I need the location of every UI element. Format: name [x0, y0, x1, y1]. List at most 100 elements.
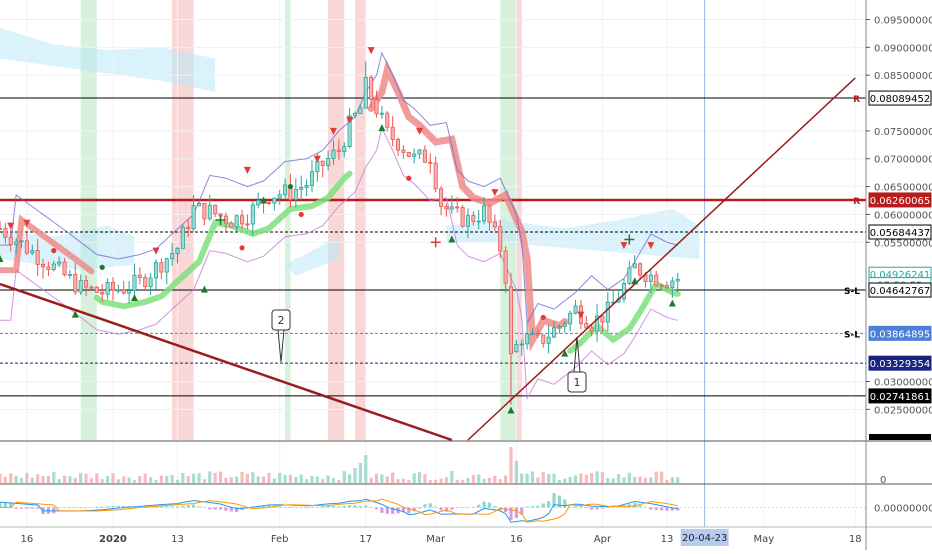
- candle-body-71: [379, 112, 384, 115]
- signal-down-17: [346, 116, 354, 124]
- level-label-box-5: [868, 282, 932, 298]
- candle-body-69: [369, 76, 374, 101]
- volume-bar-102: [547, 474, 551, 483]
- volume-bar-60: [321, 479, 325, 483]
- volume-axis-label: 0: [880, 475, 886, 486]
- macd-hist-108: [579, 506, 583, 508]
- candle-body-80: [428, 161, 433, 164]
- candle-body-126: [675, 278, 680, 282]
- macd-hist-119: [638, 505, 642, 508]
- volume-bar-80: [428, 479, 432, 483]
- candle-body-48: [256, 200, 261, 206]
- volume-bar-75: [401, 478, 406, 483]
- signal-down-0: [7, 222, 15, 230]
- volume-bar-13: [68, 476, 72, 483]
- macd-hist-45: [240, 507, 244, 511]
- candle-body-15: [78, 280, 83, 293]
- macd-hist-65: [348, 505, 352, 508]
- candle-body-60: [320, 160, 325, 166]
- signal-up-8: [200, 285, 208, 293]
- time-tick-label-0: 16: [21, 534, 34, 545]
- candle-body-29: [153, 262, 159, 279]
- candle-body-31: [164, 258, 169, 273]
- volume-bar-10: [52, 472, 56, 483]
- callout-2-pointer-b: [280, 329, 285, 363]
- volume-bar-36: [192, 473, 196, 483]
- volume-bar-16: [84, 473, 88, 483]
- candle-body-81: [433, 162, 438, 190]
- candle-body-56: [299, 186, 304, 190]
- candle-body-109: [584, 323, 589, 329]
- macd-hist-86: [460, 507, 465, 508]
- volume-bar-58: [310, 475, 314, 483]
- candle-body-19: [100, 291, 105, 295]
- candle-body-101: [541, 334, 546, 344]
- candle-body-72: [385, 112, 390, 128]
- volume-bar-41: [218, 471, 223, 483]
- candle-body-14: [73, 273, 78, 293]
- volume-bar-99: [530, 471, 535, 483]
- volume-bar-46: [245, 473, 250, 483]
- volume-bar-1: [3, 476, 7, 483]
- level-label-text-6: 0.03864895: [870, 329, 930, 340]
- signal-down-32: [647, 242, 655, 250]
- volume-bar-89: [477, 474, 481, 483]
- candle-body-99: [530, 333, 535, 335]
- candle-body-57: [304, 185, 309, 188]
- volume-bar-113: [606, 477, 610, 483]
- macd-hist-41: [218, 507, 223, 510]
- macd-hist-0: [0, 502, 2, 508]
- signal-down-24: [491, 189, 499, 197]
- callout-2-box: [271, 309, 291, 331]
- time-tick-label-3: Feb: [271, 534, 289, 545]
- macd-hist-17: [89, 506, 94, 508]
- candle-body-5: [24, 240, 29, 254]
- volume-bar-97: [520, 473, 524, 483]
- highlight-band-4: [328, 0, 345, 440]
- candle-body-113: [605, 301, 610, 323]
- macd-hist-7: [36, 507, 40, 509]
- volume-bar-114: [611, 478, 615, 483]
- volume-bar-71: [380, 474, 384, 483]
- macd-hist-60: [321, 506, 325, 508]
- highlight-band-1: [172, 0, 189, 440]
- volume-bar-103: [552, 473, 556, 483]
- volume-bar-79: [423, 474, 427, 483]
- macd-hist-78: [417, 507, 422, 509]
- candle-body-123: [659, 284, 664, 287]
- level-marker-1: R: [853, 197, 860, 207]
- time-tick-label-7: Apr: [594, 534, 612, 545]
- macd-hist-50: [267, 505, 271, 508]
- volume-bar-122: [654, 471, 658, 483]
- callout-1-label: 1: [574, 376, 581, 389]
- volume-bar-34: [181, 472, 185, 483]
- volume-bar-93: [498, 479, 502, 483]
- price-tick-label-9: 0.02500000: [874, 405, 932, 416]
- candle-body-2: [8, 236, 13, 245]
- macd-hist-70: [374, 507, 379, 510]
- macd-hist-66: [353, 505, 357, 508]
- macd-hist-97: [520, 507, 524, 515]
- level-marker-6: S-L: [844, 330, 860, 340]
- candle-body-65: [347, 115, 352, 147]
- candle-body-22: [116, 289, 121, 292]
- macd-hist-118: [633, 503, 637, 508]
- time-tick-label-9: May: [753, 534, 774, 545]
- signal-down-16: [329, 127, 337, 135]
- volume-bar-22: [116, 479, 120, 483]
- signal-dot-14: [298, 211, 304, 218]
- candle-body-116: [621, 282, 626, 300]
- volume-bar-88: [471, 474, 475, 483]
- candle-body-40: [213, 204, 218, 215]
- candle-body-30: [159, 262, 164, 273]
- volume-bar-67: [358, 463, 362, 483]
- cloud-area-2: [285, 236, 339, 276]
- signal-down-18: [367, 47, 375, 55]
- macd-hist-126: [676, 507, 680, 511]
- candle-body-110: [589, 327, 594, 332]
- candle-body-61: [326, 158, 331, 166]
- candle-body-97: [519, 343, 524, 346]
- macd-hist-107: [573, 506, 578, 508]
- candle-body-50: [266, 202, 271, 204]
